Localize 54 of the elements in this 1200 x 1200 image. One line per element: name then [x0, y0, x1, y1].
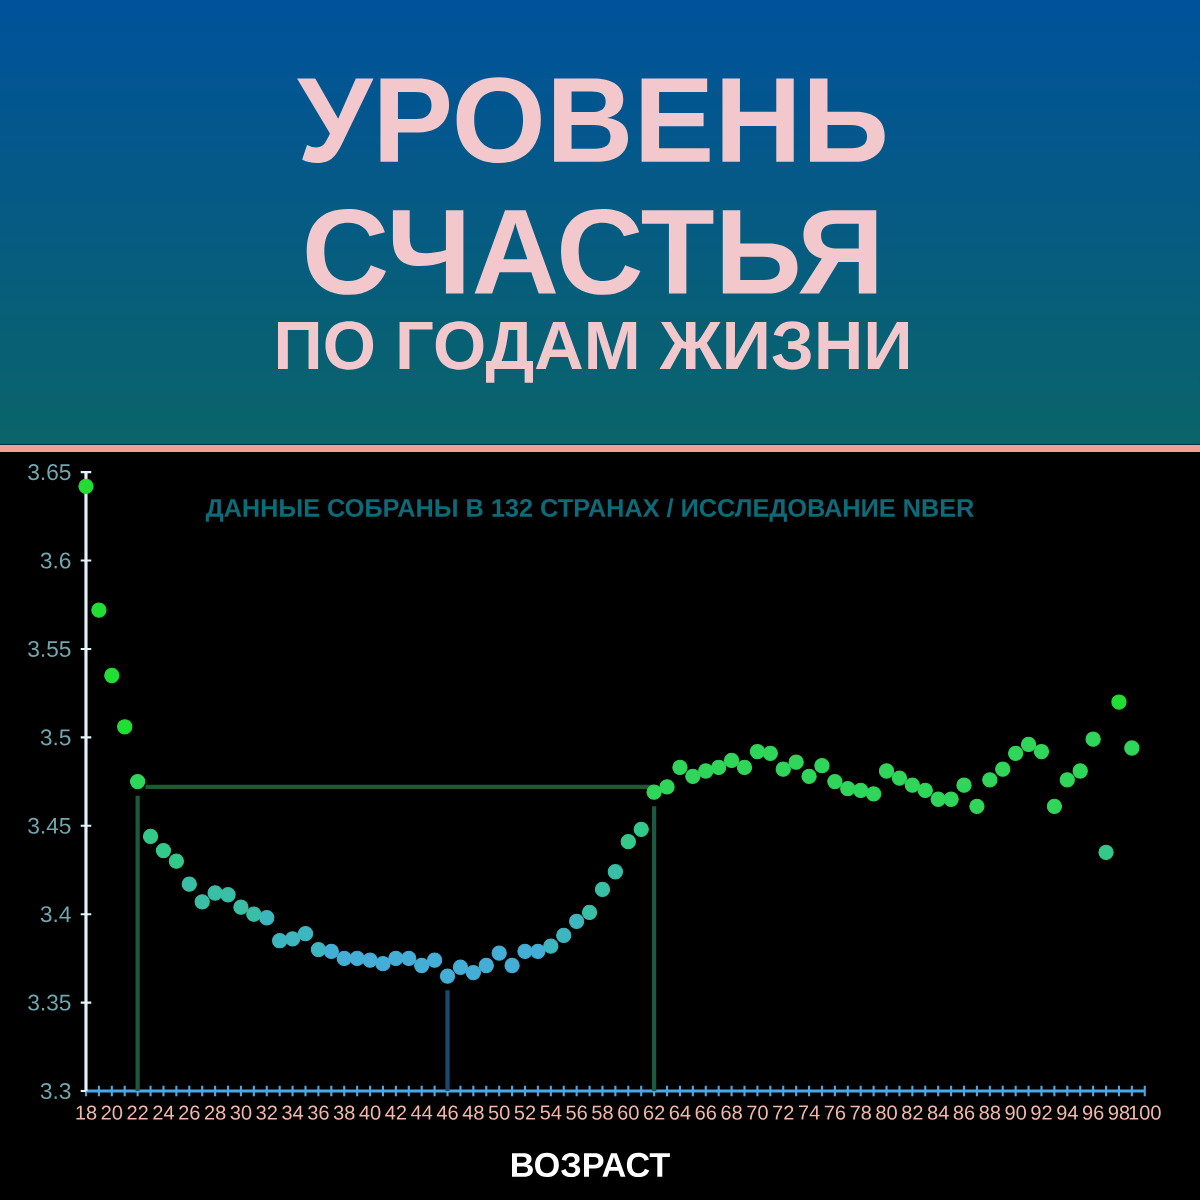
x-tick-label: 98 — [1108, 1105, 1130, 1120]
x-tick-label: 34 — [282, 1105, 304, 1120]
x-tick-label: 60 — [618, 1105, 639, 1120]
x-tick-label: 56 — [566, 1105, 587, 1120]
x-tick-label: 88 — [979, 1105, 1001, 1120]
x-tick-label: 24 — [153, 1105, 175, 1120]
y-tick-label: 3.6 — [40, 552, 71, 569]
x-tick-label: 20 — [101, 1105, 123, 1120]
x-tick-label: 80 — [876, 1105, 897, 1120]
y-tick-label: 3.55 — [28, 640, 71, 657]
x-tick-label: 82 — [902, 1105, 923, 1120]
x-tick-label: 86 — [953, 1105, 975, 1120]
x-tick-label: 48 — [462, 1105, 484, 1120]
x-tick-label: 74 — [798, 1105, 820, 1120]
x-tick-label: 94 — [1057, 1105, 1078, 1120]
x-tick-label: 40 — [359, 1105, 381, 1120]
x-tick-label: 64 — [669, 1105, 691, 1120]
x-tick-label: 52 — [514, 1105, 536, 1120]
chart-subtitle: ПО ГОДАМ ЖИЗНИ — [278, 321, 908, 383]
chart-title: УРОВЕНЬ СЧАСТЬЯ — [297, 77, 885, 295]
x-tick-label: 62 — [644, 1105, 665, 1120]
y-tick-label: 3.35 — [28, 994, 71, 1011]
y-tick-label: 3.3 — [40, 1083, 71, 1100]
x-tick-label: 96 — [1082, 1105, 1104, 1120]
x-tick-label: 70 — [747, 1105, 768, 1120]
x-tick-label: 28 — [204, 1105, 226, 1120]
y-tick-label: 3.45 — [28, 817, 71, 834]
x-tick-label: 30 — [230, 1105, 252, 1120]
x-tick-label: 100 — [1129, 1105, 1161, 1120]
x-axis-title: ВОЗРАСТ — [512, 1152, 670, 1178]
y-tick-label: 3.5 — [40, 729, 71, 746]
annotation: ДАННЫЕ СОБРАНЫ В 132 СТРАНАХ / ИССЛЕДОВАНИЕ NBER — [205, 498, 974, 522]
x-tick-label: 78 — [850, 1105, 871, 1120]
x-tick-label: 92 — [1031, 1105, 1052, 1120]
x-tick-label: 72 — [773, 1105, 794, 1120]
x-tick-label: 66 — [695, 1105, 717, 1120]
x-tick-label: 44 — [411, 1105, 433, 1120]
x-tick-label: 38 — [333, 1105, 355, 1120]
x-tick-label: 42 — [385, 1105, 406, 1120]
x-tick-label: 36 — [308, 1105, 329, 1120]
x-tick-label: 32 — [256, 1105, 277, 1120]
y-tick-label: 3.4 — [40, 906, 71, 923]
x-tick-label: 54 — [540, 1105, 562, 1120]
x-tick-label: 26 — [179, 1105, 200, 1120]
y-tick-label: 3.65 — [28, 464, 71, 481]
x-tick-label: 46 — [436, 1105, 458, 1120]
x-tick-label: 18 — [76, 1105, 97, 1120]
x-tick-label: 50 — [488, 1105, 510, 1120]
x-tick-label: 90 — [1005, 1105, 1027, 1120]
x-tick-label: 68 — [721, 1105, 742, 1120]
x-tick-label: 84 — [927, 1105, 949, 1120]
x-tick-label: 58 — [592, 1105, 613, 1120]
x-tick-label: 76 — [824, 1105, 846, 1120]
x-tick-label: 22 — [127, 1105, 148, 1120]
